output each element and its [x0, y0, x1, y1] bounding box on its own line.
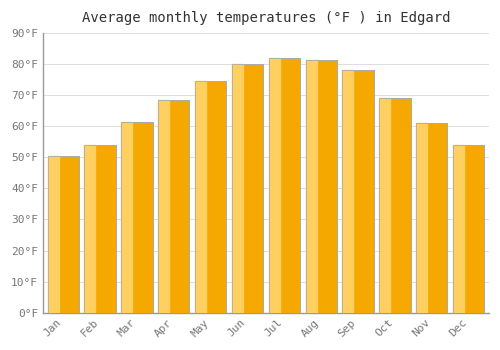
Bar: [195, 81, 226, 313]
Bar: [195, 81, 206, 313]
Bar: [342, 70, 374, 313]
Bar: [416, 123, 427, 313]
Bar: [232, 64, 263, 313]
Bar: [380, 98, 390, 313]
Bar: [122, 122, 132, 313]
Bar: [84, 145, 116, 313]
Bar: [306, 60, 316, 313]
Bar: [48, 156, 58, 313]
Bar: [195, 81, 226, 313]
Bar: [84, 145, 96, 313]
Bar: [48, 156, 79, 313]
Title: Average monthly temperatures (°F ) in Edgard: Average monthly temperatures (°F ) in Ed…: [82, 11, 450, 25]
Bar: [122, 122, 152, 313]
Bar: [380, 98, 410, 313]
Bar: [342, 70, 374, 313]
Bar: [122, 122, 152, 313]
Bar: [380, 98, 410, 313]
Bar: [158, 100, 190, 313]
Bar: [453, 145, 484, 313]
Bar: [416, 123, 448, 313]
Bar: [416, 123, 448, 313]
Bar: [342, 70, 353, 313]
Bar: [306, 60, 337, 313]
Bar: [268, 58, 300, 313]
Bar: [268, 58, 280, 313]
Bar: [268, 58, 300, 313]
Bar: [453, 145, 484, 313]
Bar: [48, 156, 79, 313]
Bar: [158, 100, 190, 313]
Bar: [232, 64, 263, 313]
Bar: [232, 64, 243, 313]
Bar: [84, 145, 116, 313]
Bar: [453, 145, 464, 313]
Bar: [158, 100, 169, 313]
Bar: [306, 60, 337, 313]
